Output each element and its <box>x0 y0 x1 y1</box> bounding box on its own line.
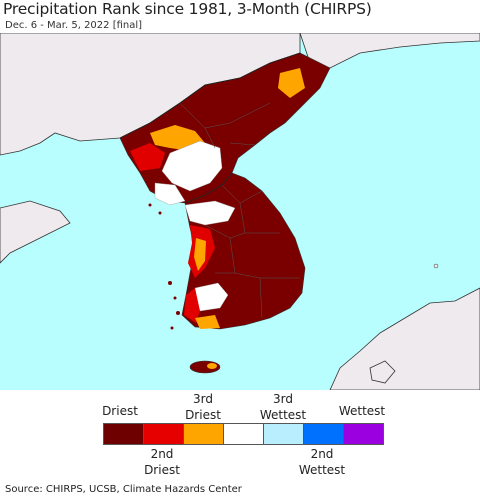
legend: Driest 3rd Driest 3rd Wettest Wettest 2n… <box>0 390 480 485</box>
swatch-2nd-wettest <box>304 424 344 444</box>
japan-island <box>369 360 396 384</box>
northeast-orange-patch <box>278 68 305 98</box>
small-islands <box>148 203 439 330</box>
province-borders <box>179 102 300 319</box>
seoul-normal-area <box>184 200 236 226</box>
legend-label-wettest: Wettest <box>338 404 386 418</box>
china-nk-border <box>119 52 301 139</box>
page-title: Precipitation Rank since 1981, 3-Month (… <box>3 0 372 18</box>
legend-swatches <box>103 423 384 445</box>
date-range-subtitle: Dec. 6 - Mar. 5, 2022 [final] <box>5 20 143 31</box>
swatch-normal <box>224 424 264 444</box>
jeju-orange-patch <box>207 363 217 369</box>
swatch-3rd-wettest <box>264 424 304 444</box>
japan-landmass <box>329 287 480 390</box>
west-coast-third-driest <box>194 238 206 271</box>
southwest-red-patch <box>184 288 200 323</box>
swatch-wettest <box>344 424 383 444</box>
north-normal-area <box>161 140 223 192</box>
south-coast-orange-patch <box>195 315 220 329</box>
swatch-driest <box>104 424 144 444</box>
legend-label-3rd-driest: 3rd Driest <box>185 392 221 422</box>
china-coast-southwest <box>0 200 71 264</box>
dmz-border <box>184 172 233 204</box>
swatch-2nd-driest <box>144 424 184 444</box>
swatch-3rd-driest <box>184 424 224 444</box>
legend-label-driest: Driest <box>102 404 138 418</box>
precipitation-rank-map <box>0 33 480 390</box>
north-second-driest-patch <box>130 143 165 171</box>
legend-label-3rd-wettest: 3rd Wettest <box>259 392 307 422</box>
legend-label-2nd-driest: 2nd Driest <box>144 447 180 477</box>
legend-label-2nd-wettest: 2nd Wettest <box>298 447 346 477</box>
source-credit: Source: CHIRPS, UCSB, Climate Hazards Ce… <box>5 484 242 495</box>
west-normal-area <box>154 182 186 206</box>
